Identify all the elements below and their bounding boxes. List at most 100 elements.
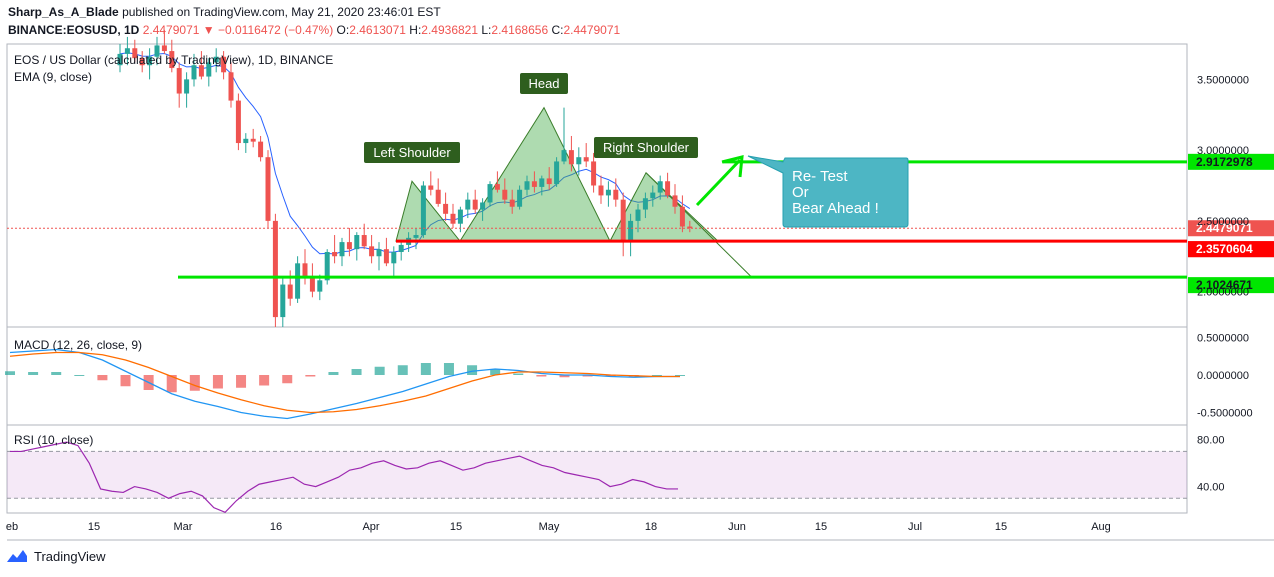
candle-body [657, 181, 663, 193]
note-line-3: Bear Ahead ! [792, 200, 879, 217]
macd-histogram-bar [467, 365, 478, 375]
footer-brand[interactable]: TradingView [6, 548, 106, 564]
macd-histogram-bar [166, 375, 177, 393]
svg-text:2.3570604: 2.3570604 [1196, 242, 1253, 256]
candle-body [139, 58, 145, 66]
candle-body [413, 235, 419, 238]
macd-histogram-bar [305, 375, 316, 377]
time-tick-label: 15 [88, 521, 100, 533]
price-pane-title: EOS / US Dollar (calculated by TradingVi… [14, 53, 333, 67]
candle-body [169, 51, 175, 69]
candle-body [198, 65, 204, 77]
candle-body [361, 235, 367, 247]
macd-histogram-bar [282, 375, 293, 384]
candle-body [295, 263, 301, 299]
candle [117, 44, 123, 73]
candle-body [324, 252, 330, 281]
candle [243, 133, 249, 153]
candle-body [191, 65, 197, 80]
candle [465, 192, 471, 219]
candle [583, 143, 589, 168]
last-price-tag: 2.4479071 [1188, 220, 1274, 237]
candle [487, 181, 493, 207]
candle [672, 184, 678, 214]
neckline-price-tag: 2.3570604 [1188, 241, 1274, 258]
candle [383, 237, 389, 267]
candle-body [650, 192, 656, 199]
candle [169, 39, 175, 73]
candle-body [465, 199, 471, 210]
candle-body [302, 263, 308, 278]
candle [502, 178, 508, 204]
price-tick-label: 3.0000000 [1197, 145, 1249, 157]
macd-histogram-bar [420, 363, 431, 375]
candle [679, 195, 685, 233]
left-shoulder-shape [395, 180, 462, 242]
candle-body [450, 213, 456, 224]
low-label: L: [481, 23, 492, 37]
candle-body [161, 45, 167, 52]
candle-body [598, 185, 604, 196]
candle-body [672, 195, 678, 207]
macd-histogram-bar [651, 375, 662, 376]
candle-body [184, 79, 190, 94]
candle [420, 181, 426, 238]
svg-text:2.9172978: 2.9172978 [1196, 155, 1253, 169]
candle [272, 213, 278, 327]
note-line-1: Re- Test [792, 168, 848, 185]
candle [428, 171, 434, 196]
candle [376, 242, 382, 271]
candle-body [332, 252, 338, 257]
candle [613, 178, 619, 207]
candle [509, 189, 515, 214]
candle-body [265, 157, 271, 221]
macd-histogram-bar [74, 375, 85, 376]
macd-line [9, 348, 680, 420]
candle-body [346, 242, 352, 250]
head-shape [459, 106, 611, 242]
close-label: C: [551, 23, 564, 37]
time-tick-label: Apr [362, 521, 379, 533]
left-shoulder-label: Left Shoulder [364, 142, 460, 163]
candle-body [472, 199, 478, 210]
candle-body [539, 178, 545, 187]
candle [398, 240, 404, 261]
candle-body [258, 141, 264, 158]
macd-histogram-bar [189, 375, 200, 391]
candle-body [354, 235, 360, 250]
head-label: Head [520, 73, 568, 94]
macd-histogram-bar [28, 372, 39, 375]
candle-body [398, 244, 404, 253]
macd-histogram-bar [351, 369, 362, 375]
candle-body [124, 48, 130, 54]
support-price-tag: 2.1024671 [1188, 277, 1274, 294]
candle [302, 249, 308, 285]
candle [354, 232, 360, 261]
footer-brand-text: TradingView [34, 548, 106, 564]
candle-body [679, 206, 685, 227]
candle [642, 192, 648, 219]
candle [235, 93, 241, 151]
candle [546, 167, 552, 190]
candle-body [524, 181, 530, 190]
time-tick-label: 18 [645, 521, 657, 533]
candle-body [642, 198, 648, 210]
candle [176, 62, 182, 108]
candle [576, 147, 582, 176]
macd-histogram-bar [51, 372, 62, 375]
candle [539, 175, 545, 196]
candle-body [583, 157, 589, 162]
candle-body [487, 184, 493, 203]
candle [494, 171, 500, 193]
candle [435, 178, 441, 207]
candle [568, 135, 574, 172]
time-tick-label: Aug [1091, 521, 1111, 533]
macd-histogram-bar [97, 375, 108, 381]
candle [450, 203, 456, 228]
candle-body [687, 226, 693, 228]
candle-body [280, 284, 286, 318]
candle-body [317, 280, 323, 292]
candle-body [228, 72, 234, 101]
candle [221, 51, 227, 80]
